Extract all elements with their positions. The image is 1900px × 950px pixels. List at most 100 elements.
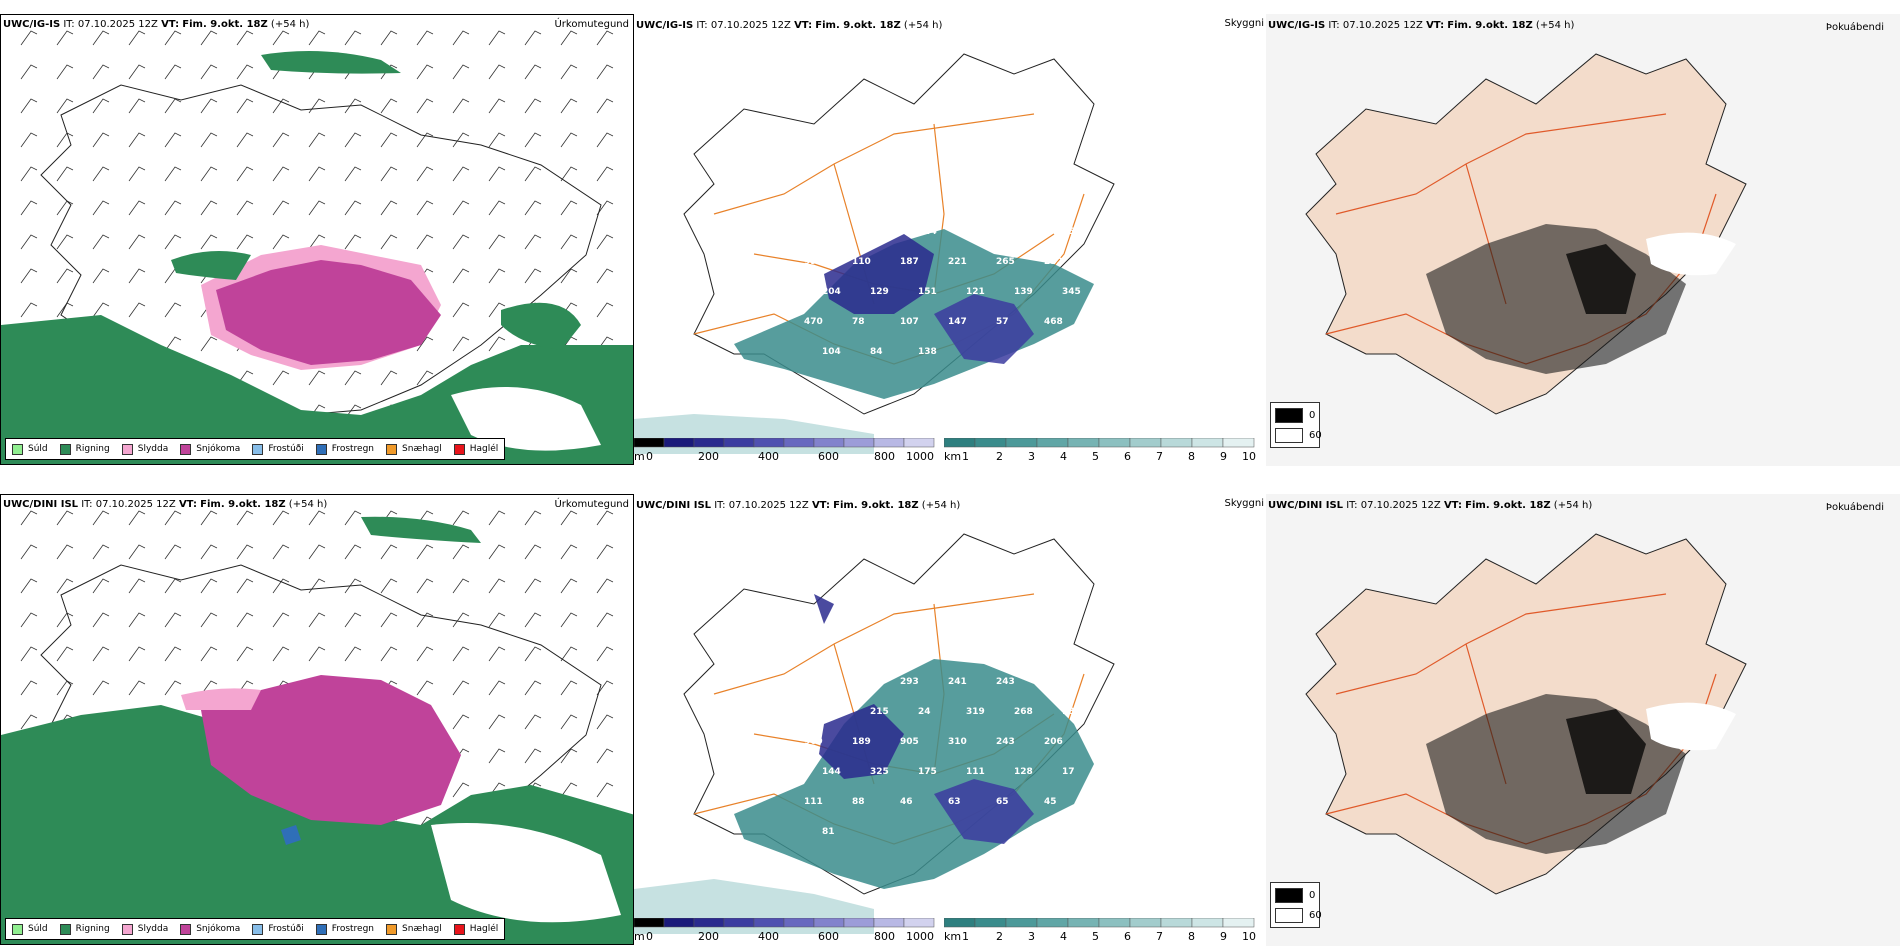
wind-barb bbox=[488, 234, 506, 250]
wind-barb bbox=[416, 234, 434, 250]
colorbar-tick: 7 bbox=[1156, 450, 1163, 463]
fog-legend: 0 60 bbox=[1270, 402, 1322, 448]
colorbar-segment bbox=[634, 918, 665, 928]
cloud-base-label: 104 bbox=[822, 347, 841, 357]
wind-barb bbox=[380, 544, 398, 560]
colorbar-segment bbox=[1005, 438, 1038, 448]
colorbar-segment bbox=[1098, 918, 1131, 928]
wind-barb bbox=[164, 30, 182, 46]
wind-barb bbox=[56, 578, 74, 594]
visibility-colorbar: km 1 2 3 4 5 6 7 8 9 10 bbox=[944, 918, 1264, 946]
legend-item: Snjókoma bbox=[180, 923, 240, 935]
wind-barb bbox=[380, 30, 398, 46]
cloud-base-label: 232 bbox=[1044, 257, 1063, 267]
wind-barb bbox=[200, 64, 218, 80]
wind-barb bbox=[560, 714, 578, 730]
precip-type-map-bottom: UWC/DINI ISL IT: 07.10.2025 12Z VT: Fim.… bbox=[0, 494, 634, 945]
wind-barb bbox=[560, 782, 578, 798]
cloud-base-label: 144 bbox=[918, 227, 937, 237]
wind-barb bbox=[56, 510, 74, 526]
colorbar-tick: 3 bbox=[1028, 930, 1035, 943]
coastline bbox=[40, 84, 602, 416]
wind-barb bbox=[200, 30, 218, 46]
wind-barb bbox=[236, 234, 254, 250]
fog-map-bottom: UWC/DINI ISL IT: 07.10.2025 12Z VT: Fim.… bbox=[1266, 494, 1900, 946]
wind-barb bbox=[560, 544, 578, 560]
cloud-base-label: 119 bbox=[1044, 197, 1063, 207]
wind-barb bbox=[596, 680, 614, 696]
legend-swatch bbox=[315, 923, 327, 935]
wind-barb bbox=[200, 234, 218, 250]
map-canvas bbox=[1266, 494, 1900, 946]
legend-item: 0 bbox=[1275, 408, 1315, 423]
legend-item: Frostregn bbox=[315, 443, 374, 455]
legend-swatch bbox=[386, 923, 398, 935]
legend-swatch bbox=[180, 923, 192, 935]
cloud-base-label: 144 bbox=[822, 767, 841, 777]
wind-barb bbox=[596, 748, 614, 764]
wind-barb bbox=[560, 200, 578, 216]
wind-barb bbox=[164, 612, 182, 628]
cloud-base-label: 175 bbox=[918, 767, 937, 777]
wind-barb bbox=[20, 578, 38, 594]
legend-swatch bbox=[386, 443, 398, 455]
colorbar-segment bbox=[723, 438, 755, 448]
wind-barb bbox=[596, 234, 614, 250]
wind-barb bbox=[20, 714, 38, 730]
cloud-base-label: 138 bbox=[918, 347, 937, 357]
wind-barb bbox=[92, 544, 110, 560]
height-colorbar-ramp bbox=[634, 918, 935, 928]
wind-barb bbox=[524, 544, 542, 560]
wind-barb bbox=[344, 234, 362, 250]
wind-barb bbox=[20, 64, 38, 80]
snow-area bbox=[216, 260, 441, 365]
wind-barb bbox=[560, 680, 578, 696]
colorbar-unit: m bbox=[634, 930, 645, 943]
legend-item: 60 bbox=[1275, 428, 1322, 443]
wind-barb bbox=[596, 612, 614, 628]
wind-barb bbox=[236, 166, 254, 182]
cloud-base-label: 246 bbox=[948, 197, 967, 207]
colorbar-tick: 800 bbox=[874, 930, 895, 943]
colorbar-segment bbox=[944, 438, 976, 448]
legend-swatch bbox=[252, 923, 264, 935]
wind-barb bbox=[488, 510, 506, 526]
visibility-colorbar-ramp bbox=[944, 918, 1255, 928]
wind-barb bbox=[128, 544, 146, 560]
cloud-base-label: 84 bbox=[870, 347, 883, 357]
height-colorbar: m 0 200 400 600 800 1000 bbox=[634, 918, 944, 946]
wind-barb bbox=[452, 234, 470, 250]
colorbar-segment bbox=[783, 438, 815, 448]
wind-barb bbox=[380, 200, 398, 216]
wind-barb bbox=[272, 234, 290, 250]
wind-barb bbox=[92, 646, 110, 662]
cloud-base-label: 273 bbox=[966, 227, 985, 237]
wind-barb bbox=[344, 200, 362, 216]
cloud-base-label: 243 bbox=[996, 737, 1015, 747]
wind-barb bbox=[272, 98, 290, 114]
colorbar-segment bbox=[1036, 918, 1069, 928]
wind-barb bbox=[20, 612, 38, 628]
wind-barb bbox=[200, 336, 218, 352]
cloud-base-label: 95 bbox=[804, 677, 817, 687]
colorbar-tick: 4 bbox=[1060, 450, 1067, 463]
wind-barb bbox=[488, 578, 506, 594]
wind-barb bbox=[344, 132, 362, 148]
wind-barb bbox=[452, 30, 470, 46]
wind-barb bbox=[200, 200, 218, 216]
panel-title: Skyggni bbox=[1224, 18, 1264, 29]
cloud-base-label: 151 bbox=[918, 287, 937, 297]
wind-barb bbox=[128, 612, 146, 628]
wind-barb bbox=[416, 64, 434, 80]
snow-area bbox=[201, 675, 461, 825]
wind-barb bbox=[596, 302, 614, 318]
rain-area-east bbox=[501, 302, 581, 350]
height-colorbar: m 0 200 400 600 800 1000 bbox=[634, 438, 944, 466]
low-cloud-area bbox=[734, 659, 1094, 889]
wind-barb bbox=[596, 268, 614, 284]
cloud-base-label: 88 bbox=[852, 797, 865, 807]
wind-barb bbox=[92, 680, 110, 696]
wind-barb bbox=[200, 646, 218, 662]
colorbar-tick: 600 bbox=[818, 450, 839, 463]
wind-barb bbox=[56, 98, 74, 114]
